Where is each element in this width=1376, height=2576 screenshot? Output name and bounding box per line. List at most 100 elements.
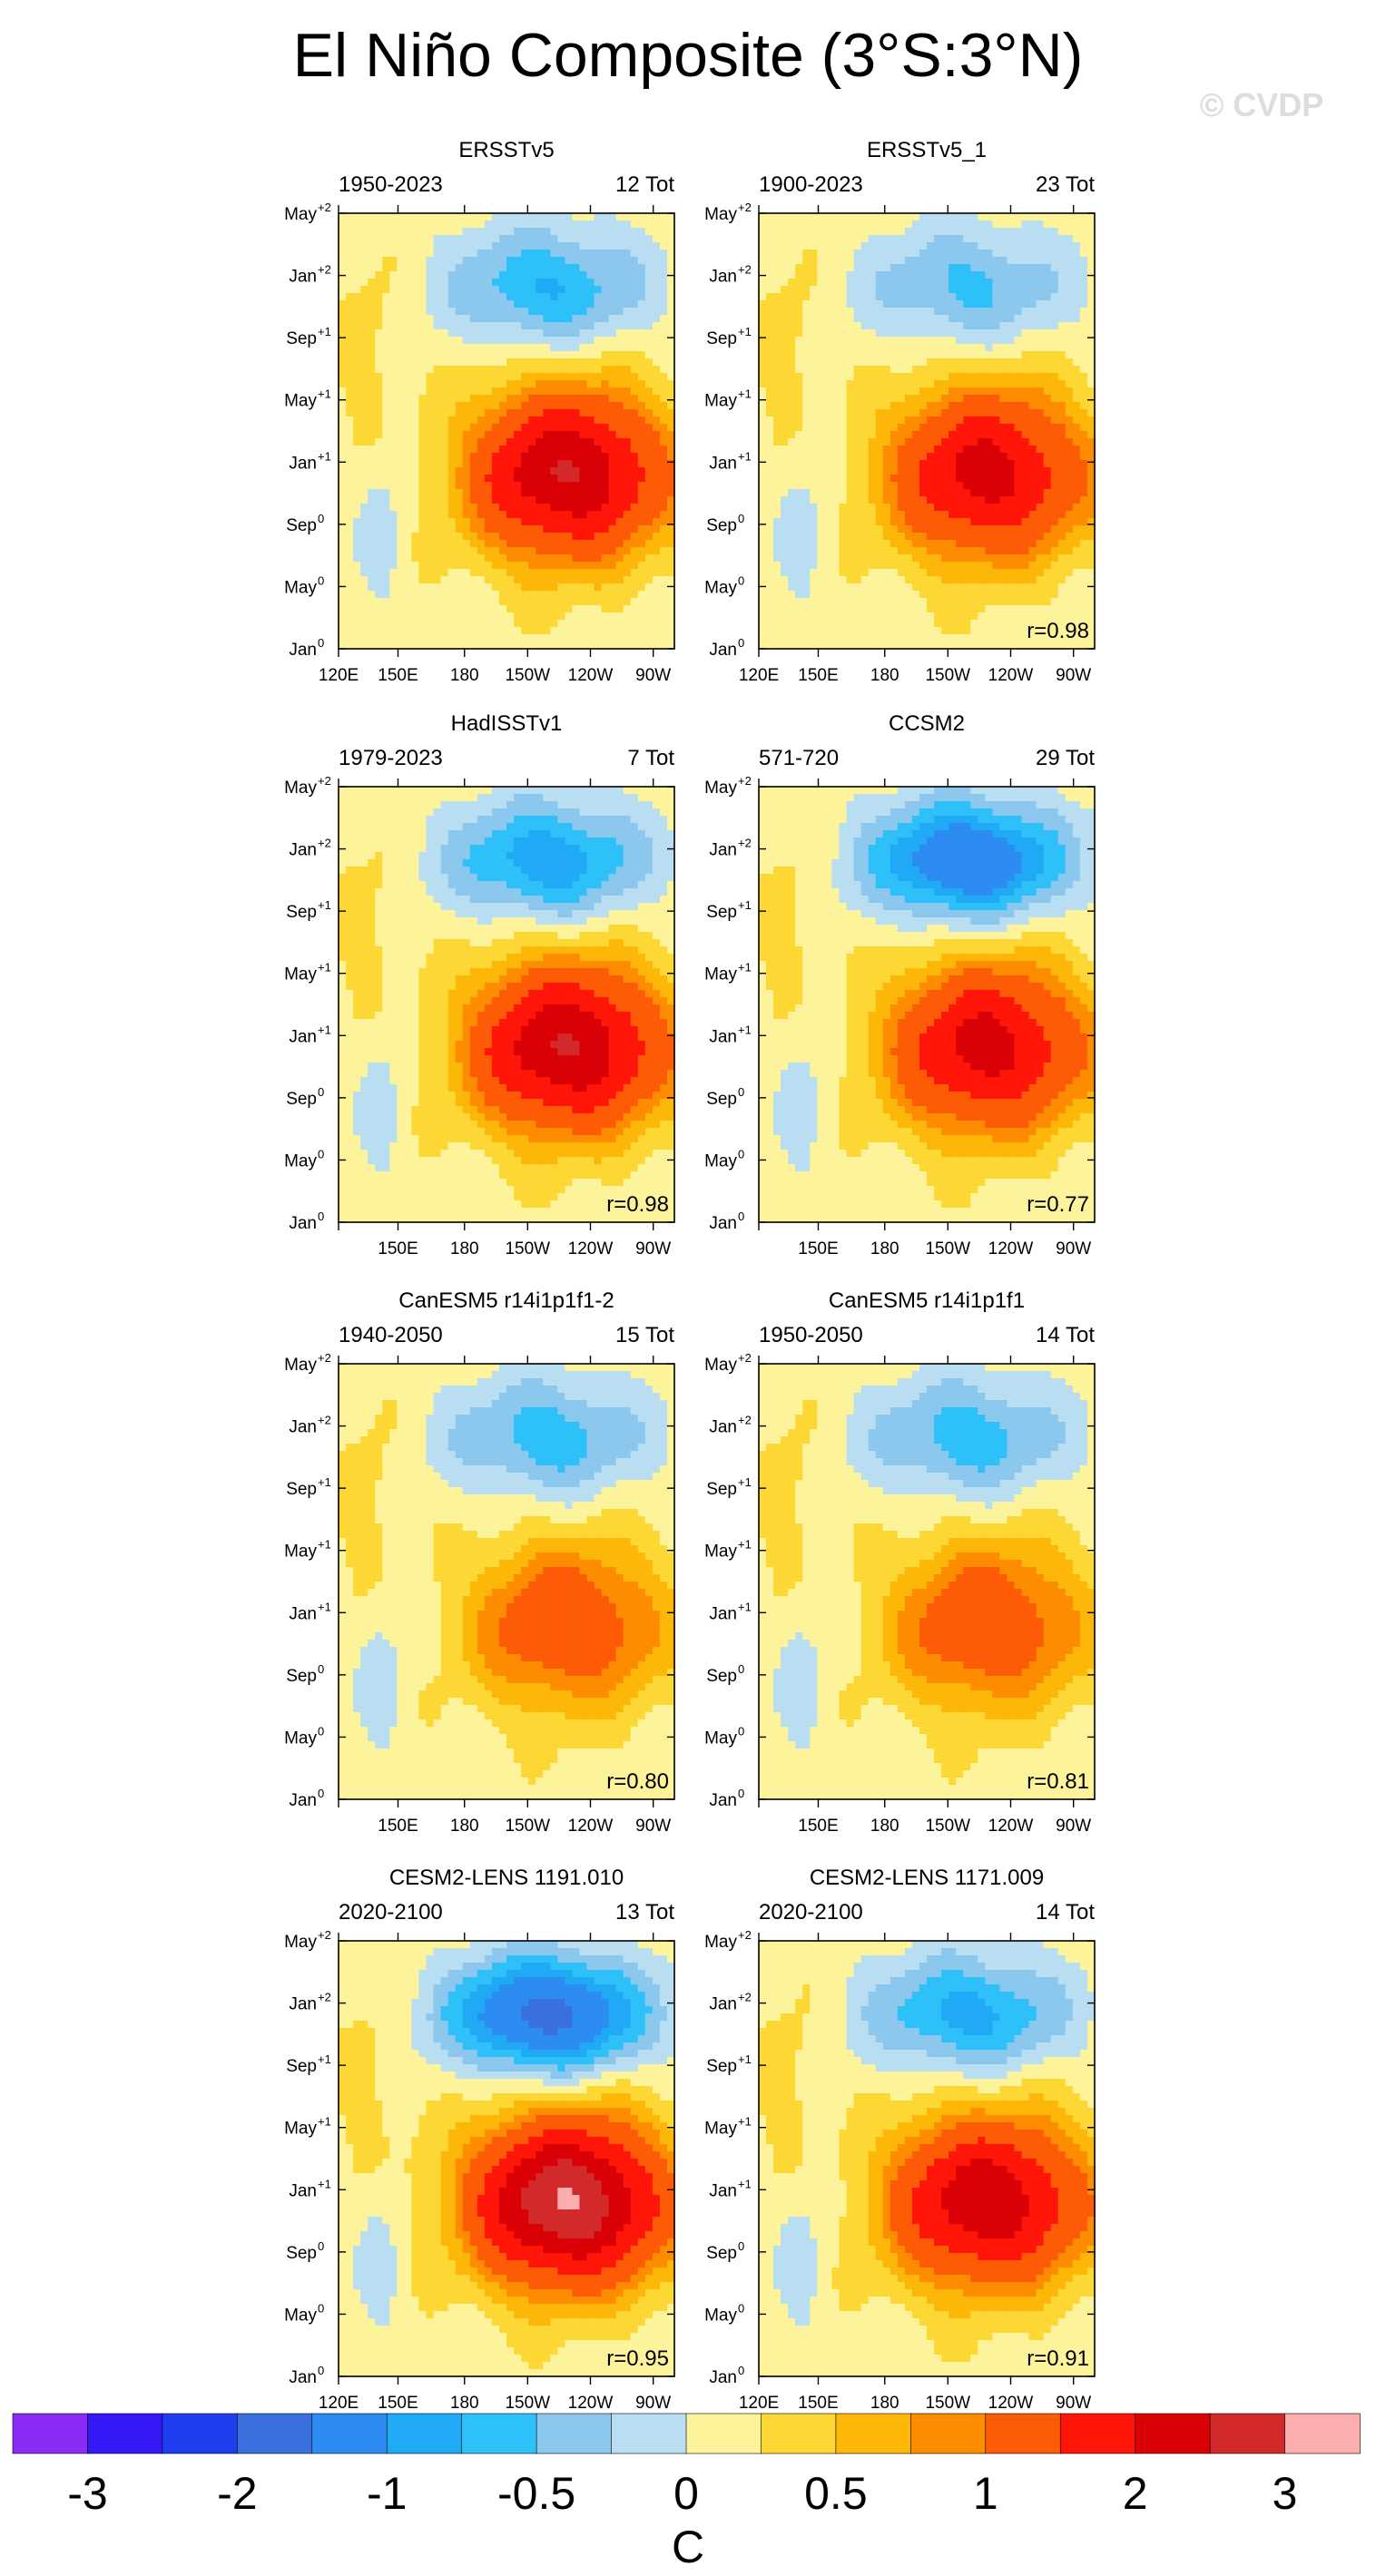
heatmap-cell — [528, 533, 536, 541]
heatmap-cell — [418, 366, 428, 374]
heatmap-cell — [904, 228, 913, 236]
heatmap-cell — [339, 475, 347, 483]
heatmap-cell — [397, 264, 405, 272]
heatmap-cell — [514, 308, 522, 316]
heatmap-cell — [948, 242, 957, 250]
heatmap-cell — [447, 409, 457, 417]
heatmap-cell — [455, 620, 464, 628]
heatmap-cell — [375, 620, 383, 628]
heatmap-cell — [397, 554, 405, 563]
heatmap-cell — [346, 627, 354, 635]
heatmap-cell — [802, 250, 811, 258]
heatmap-cell — [817, 220, 825, 229]
heatmap-cell — [630, 315, 639, 323]
heatmap-cell — [346, 424, 354, 432]
heatmap-cell — [550, 344, 558, 352]
heatmap-cell — [1050, 496, 1059, 504]
heatmap-cell — [839, 329, 848, 338]
heatmap-cell — [411, 612, 420, 621]
heatmap-cell — [644, 533, 654, 541]
heatmap-cell — [904, 271, 913, 279]
heatmap-cell — [491, 627, 500, 635]
heatmap-cell — [536, 264, 544, 272]
heatmap-cell — [594, 322, 603, 330]
heatmap-cell — [1028, 387, 1037, 396]
heatmap-cell — [1057, 228, 1066, 236]
heatmap-cell — [601, 446, 610, 454]
heatmap-cell — [346, 315, 354, 323]
heatmap-cell — [484, 293, 493, 301]
heatmap-cell — [839, 460, 848, 468]
heatmap-cell — [824, 402, 833, 410]
heatmap-cell — [948, 533, 957, 541]
heatmap-cell — [477, 431, 486, 439]
heatmap-cell — [1057, 366, 1066, 374]
heatmap-cell — [927, 395, 935, 403]
heatmap-cell — [788, 511, 796, 519]
heatmap-cell — [346, 576, 354, 584]
heatmap-cell — [860, 337, 870, 345]
heatmap-cell — [853, 402, 862, 410]
heatmap-cell — [652, 380, 661, 388]
heatmap-cell — [477, 337, 486, 345]
heatmap-cell — [447, 525, 457, 534]
heatmap-cell — [389, 395, 398, 403]
heatmap-cell — [985, 220, 993, 229]
heatmap-cell — [411, 482, 420, 490]
heatmap-cell — [601, 337, 610, 345]
heatmap-cell — [1007, 315, 1016, 323]
heatmap-cell — [411, 453, 420, 461]
heatmap-cell — [1021, 235, 1030, 243]
heatmap-cell — [440, 496, 449, 504]
heatmap-cell — [491, 634, 500, 642]
heatmap-cell — [1057, 242, 1066, 250]
heatmap-cell — [477, 511, 486, 519]
heatmap-cell — [346, 634, 354, 642]
heatmap-cell — [978, 453, 986, 461]
heatmap-cell — [630, 446, 639, 454]
heatmap-cell — [659, 511, 668, 519]
heatmap-cell — [1057, 431, 1066, 439]
heatmap-cell — [440, 569, 449, 577]
heatmap-cell — [565, 373, 573, 381]
heatmap-cell — [506, 228, 515, 236]
heatmap-cell — [817, 547, 825, 555]
heatmap-cell — [941, 496, 949, 504]
heatmap-cell — [397, 591, 405, 599]
heatmap-cell — [875, 329, 884, 338]
heatmap-cell — [978, 351, 986, 359]
heatmap-cell — [795, 235, 803, 243]
heatmap-cell — [411, 257, 420, 265]
heatmap-cell — [389, 409, 398, 417]
heatmap-cell — [766, 467, 774, 475]
heatmap-cell — [644, 409, 654, 417]
heatmap-cell — [375, 329, 383, 338]
heatmap-cell — [839, 308, 848, 316]
heatmap-cell — [368, 569, 376, 577]
heatmap-cell — [802, 409, 811, 417]
heatmap-cell — [934, 308, 942, 316]
heatmap-cell — [630, 438, 639, 446]
heatmap-cell — [911, 235, 920, 243]
heatmap-cell — [339, 627, 347, 635]
heatmap-cell — [368, 460, 376, 468]
heatmap-cell — [586, 235, 595, 243]
heatmap-cell — [418, 235, 428, 243]
heatmap-cell — [882, 387, 891, 396]
heatmap-cell — [773, 322, 781, 330]
heatmap-cell — [766, 387, 774, 396]
heatmap-cell — [594, 453, 603, 461]
heatmap-cell — [411, 250, 420, 258]
heatmap-cell — [484, 351, 493, 359]
heatmap-cell — [462, 446, 471, 454]
heatmap-cell — [1079, 467, 1088, 475]
heatmap-cell — [447, 533, 457, 541]
heatmap-cell — [528, 387, 536, 396]
heatmap-cell — [853, 279, 862, 287]
heatmap-cell — [1036, 286, 1045, 294]
heatmap-cell — [426, 467, 435, 475]
heatmap-cell — [992, 271, 1001, 279]
heatmap-cell — [543, 562, 551, 570]
heatmap-cell — [543, 591, 551, 599]
heatmap-cell — [817, 482, 825, 490]
